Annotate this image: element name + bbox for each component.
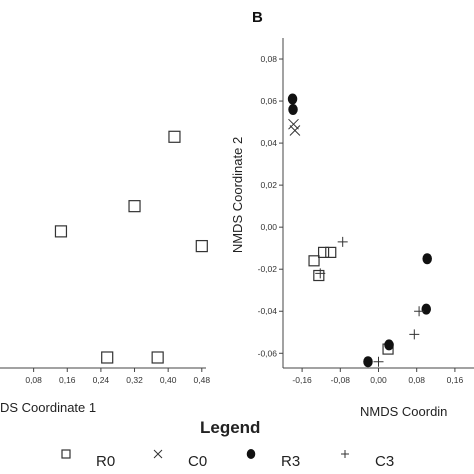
- panel-b-point-c0: [288, 118, 299, 130]
- panel-b-point-c3-shape: [337, 236, 348, 247]
- panel-a-point-r0: [101, 351, 114, 364]
- panel-a-point-r0-shape: [101, 351, 114, 364]
- legend-marker-c0-shape: [153, 449, 163, 459]
- panel-b-point-r3: [288, 103, 298, 115]
- panel-b-point-r3: [384, 339, 394, 351]
- panel-a-point-r0-shape: [168, 130, 181, 143]
- panel-b-x-tick-label: 0,00: [370, 375, 387, 385]
- panel-a-point-r0: [54, 225, 68, 238]
- legend-marker-r3: [246, 449, 256, 459]
- panel-a-x-tick-label: 0,08: [25, 375, 42, 385]
- panel-a-x-tick-label: 0,32: [126, 375, 143, 385]
- legend-marker-r3-shape: [246, 449, 256, 459]
- legend: Legend R0 C0 R3 C3: [61, 418, 394, 470]
- panel-a-point-r0: [168, 130, 181, 143]
- legend-label-r0: R0: [96, 453, 115, 470]
- panel-a-point-r0-shape: [54, 225, 68, 238]
- panel-b-point-r3: [363, 356, 373, 368]
- panel-a-point-r0: [128, 200, 141, 213]
- legend-marker-r0: [61, 449, 71, 459]
- panel-a-point-r0-shape: [151, 351, 164, 364]
- panel-b-point-r0-shape: [317, 246, 330, 258]
- panel-b-x-tick-label: -0,08: [331, 375, 351, 385]
- panel-b-y-tick-label: -0,06: [258, 348, 278, 358]
- panel-b-point-r3: [422, 253, 432, 265]
- legend-item-c0: C0: [153, 449, 207, 470]
- panel-b-point-c3-shape: [315, 268, 326, 279]
- panel-b-point-r0: [317, 246, 330, 258]
- panel-a-x-axis-label: DS Coordinate 1: [0, 400, 96, 415]
- panel-a-point-r0: [195, 239, 208, 253]
- panel-b-point-r0-shape: [313, 269, 325, 282]
- panel-b-x-axis-label: NMDS Coordin: [360, 404, 447, 419]
- panel-b-point-c3-shape: [414, 306, 425, 317]
- panel-b-point-r3-shape: [384, 339, 394, 351]
- panel-b-point-c3: [409, 329, 420, 340]
- legend-title: Legend: [200, 418, 260, 437]
- panel-b-point-r3-shape: [363, 356, 373, 368]
- panel-b-point-r3-shape: [288, 103, 298, 115]
- legend-marker-c0: [153, 449, 163, 459]
- panel-b-point-r3-shape: [287, 93, 298, 105]
- panel-b-y-tick-label: 0,00: [260, 222, 277, 232]
- panel-b-point-c3: [373, 356, 384, 367]
- legend-label-c3: C3: [375, 453, 394, 470]
- legend-item-r3: R3: [246, 449, 300, 470]
- legend-marker-c3-shape: [341, 450, 349, 458]
- panel-a-x-tick-label: 0,40: [160, 375, 177, 385]
- panel-b-point-c3-shape: [373, 356, 384, 367]
- panel-b-x-tick-label: 0,08: [408, 375, 425, 385]
- panel-b-label: B: [252, 9, 263, 26]
- panel-b-y-tick-label: -0,04: [258, 306, 278, 316]
- panel-a-x-tick-label: 0,24: [93, 375, 110, 385]
- panel-a-x-tick-label: 0,48: [194, 375, 211, 385]
- panel-b-point-c0: [289, 125, 301, 136]
- legend-marker-r0-shape: [61, 449, 71, 459]
- panel-b-point-c3: [337, 236, 348, 247]
- panel-b-point-c3: [315, 268, 326, 279]
- panel-a-point-r0-shape: [128, 200, 141, 213]
- panel-b-point-r0-shape: [308, 255, 320, 267]
- panel-b-point-r0-shape: [325, 246, 337, 258]
- panel-b-point-r0: [313, 269, 325, 282]
- panel-b-y-tick-label: 0,08: [260, 54, 277, 64]
- panel-b-point-r0: [308, 255, 320, 267]
- panel-b-x-tick-label: 0,16: [447, 375, 464, 385]
- panel-b-point-c0-shape: [288, 118, 299, 130]
- panel-b-point-r0: [325, 246, 337, 258]
- legend-label-r3: R3: [281, 453, 300, 470]
- panel-b-y-tick-label: -0,02: [258, 264, 278, 274]
- panel-b-point-r3-shape: [421, 303, 431, 315]
- panel-b-point-r3-shape: [422, 253, 432, 265]
- panel-a-point-r0: [151, 351, 164, 364]
- panel-b-point-c3-shape: [409, 329, 420, 340]
- panel-b-y-axis-label: NMDS Coordinate 2: [230, 137, 245, 253]
- panel-a: 0,08 0,16 0,24 0,32 0,40 0,48 DS Coordinate 1: [0, 130, 211, 415]
- legend-item-r0: R0: [61, 449, 115, 470]
- panel-b-y-tick-label: 0,06: [260, 96, 277, 106]
- panel-b-y-tick-label: 0,04: [260, 138, 277, 148]
- panel-a-x-tick-label: 0,16: [59, 375, 76, 385]
- panel-b-point-r3: [287, 93, 298, 105]
- panel-b-point-r3: [421, 303, 431, 315]
- panel-a-point-r0-shape: [195, 239, 208, 253]
- panel-b: B 0,08 0,06 0,04 0,02 0,00 -0,02 -0,04 -0,06 -0,1…: [230, 9, 474, 419]
- panel-b-point-c0-shape: [289, 125, 301, 136]
- panel-b-x-tick-label: -0,16: [292, 375, 312, 385]
- legend-item-c3: C3: [341, 450, 394, 470]
- panel-b-y-tick-label: 0,02: [260, 180, 277, 190]
- legend-marker-c3: [341, 450, 349, 458]
- legend-label-c0: C0: [188, 453, 207, 470]
- panel-b-point-c3: [414, 306, 425, 317]
